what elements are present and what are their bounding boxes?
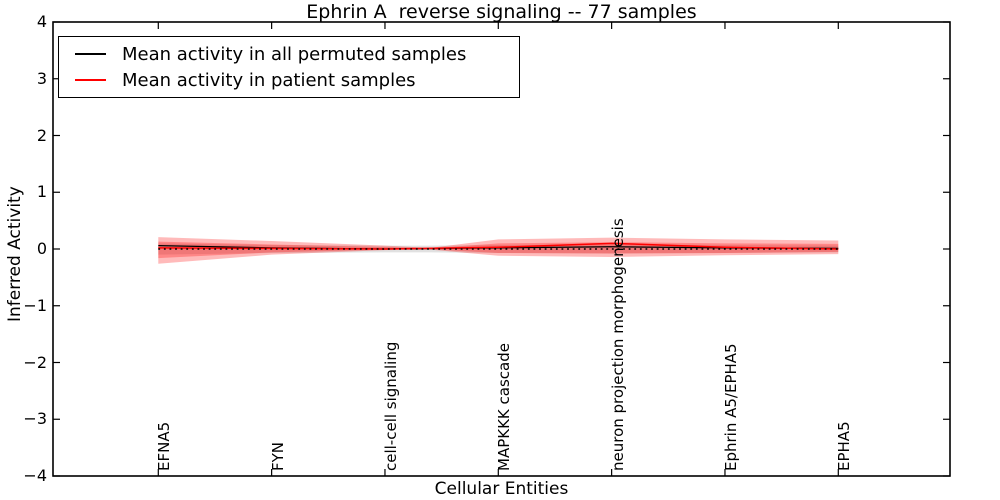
- x-tick-label: cell-cell signaling: [381, 341, 400, 471]
- y-tick-label: 1: [36, 182, 47, 202]
- y-tick-label: −1: [23, 295, 47, 315]
- red-line-swatch-icon: [75, 79, 106, 81]
- y-tick-label: 4: [36, 12, 47, 31]
- legend-entry-patient: Mean activity in patient samples: [67, 67, 511, 93]
- chart-title: Ephrin A reverse signaling -- 77 samples: [306, 1, 697, 23]
- band-patient-samples-spread-outer-: [158, 237, 839, 264]
- y-tick-label: 2: [36, 125, 47, 145]
- x-axis-label: Cellular Entities: [434, 479, 569, 499]
- legend-entry-permuted: Mean activity in all permuted samples: [67, 41, 511, 67]
- x-tick-label: MAPKKK cascade: [495, 343, 514, 471]
- legend-box: Mean activity in all permuted samples Me…: [58, 36, 520, 98]
- x-tick-label: Ephrin A5/EPHA5: [721, 343, 740, 471]
- legend-label: Mean activity in all permuted samples: [122, 43, 467, 65]
- x-tick-label: EFNA5: [155, 421, 174, 471]
- y-tick-label: −2: [23, 352, 47, 372]
- y-tick-label: 0: [36, 239, 47, 258]
- x-tick-label: EPHA5: [835, 421, 854, 471]
- x-tick-label: FYN: [268, 441, 287, 471]
- x-tick-label: neuron projection morphogenesis: [608, 218, 627, 471]
- black-line-swatch-icon: [75, 53, 106, 55]
- legend-label: Mean activity in patient samples: [122, 69, 416, 91]
- y-tick-label: 3: [36, 68, 47, 88]
- y-tick-label: −3: [23, 409, 47, 429]
- band-permuted-samples-spread: [158, 243, 839, 255]
- y-tick-label: −4: [23, 466, 47, 485]
